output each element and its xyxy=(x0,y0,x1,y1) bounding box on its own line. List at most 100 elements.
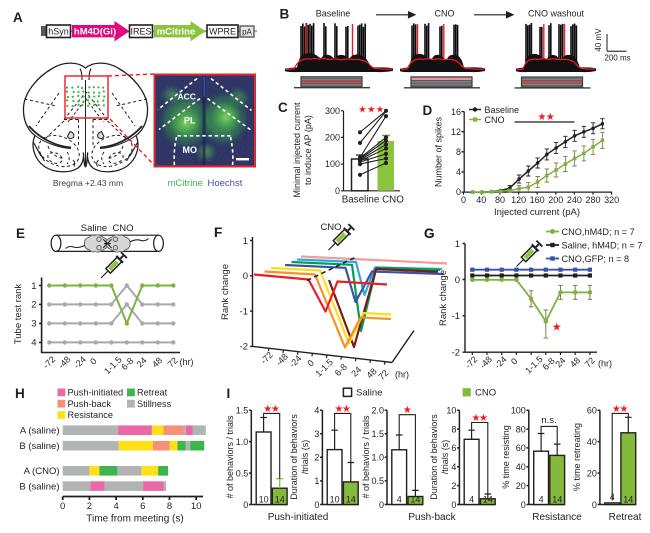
svg-text:20: 20 xyxy=(587,468,597,478)
svg-text:0: 0 xyxy=(521,500,526,510)
svg-text:4: 4 xyxy=(539,495,544,505)
svg-text:2: 2 xyxy=(31,300,36,311)
svg-text:CNO: CNO xyxy=(435,9,455,19)
svg-text:Retreat: Retreat xyxy=(609,512,642,523)
svg-text:★★: ★★ xyxy=(613,404,630,414)
svg-text:14: 14 xyxy=(410,495,420,505)
svg-text:Saline: Saline xyxy=(81,223,107,234)
svg-text:-1: -1 xyxy=(240,306,248,317)
svg-text:14: 14 xyxy=(552,495,562,505)
svg-text:I: I xyxy=(227,386,231,401)
svg-text:Resistance: Resistance xyxy=(68,410,113,420)
svg-text:0: 0 xyxy=(451,500,456,510)
svg-text:100: 100 xyxy=(325,159,340,169)
svg-text:0: 0 xyxy=(455,275,460,286)
svg-text:-2: -2 xyxy=(452,348,460,359)
svg-text:6: 6 xyxy=(451,443,456,453)
svg-text:2.0: 2.0 xyxy=(371,406,384,416)
svg-text:B (saline): B (saline) xyxy=(19,482,59,493)
svg-text:Stillness: Stillness xyxy=(137,399,172,409)
svg-text:E: E xyxy=(16,226,25,241)
svg-text:Time from meeting (s): Time from meeting (s) xyxy=(86,514,183,525)
svg-text:2: 2 xyxy=(314,453,319,463)
svg-text:0: 0 xyxy=(60,501,65,512)
svg-text:★★: ★★ xyxy=(538,112,555,122)
svg-text:0: 0 xyxy=(243,500,248,510)
svg-text:★: ★ xyxy=(403,405,412,415)
svg-text:MO: MO xyxy=(183,145,198,155)
svg-text:14: 14 xyxy=(275,495,285,505)
svg-text:6: 6 xyxy=(140,501,145,512)
svg-text:3: 3 xyxy=(314,429,319,439)
svg-text:0: 0 xyxy=(592,500,597,510)
svg-text:1: 1 xyxy=(243,236,248,247)
svg-text:-2: -2 xyxy=(240,342,248,353)
svg-text:14: 14 xyxy=(346,495,356,505)
svg-text:4: 4 xyxy=(451,462,456,472)
svg-text:Rank change: Rank change xyxy=(438,270,449,326)
svg-text:D: D xyxy=(423,103,433,118)
svg-text:Number of spikes: Number of spikes xyxy=(434,116,444,187)
svg-text:Push-back: Push-back xyxy=(408,512,456,523)
svg-text:8: 8 xyxy=(167,501,172,512)
svg-text:(hr): (hr) xyxy=(180,357,194,367)
svg-text:3: 3 xyxy=(31,319,36,330)
svg-text:280: 280 xyxy=(585,195,600,205)
svg-text:14: 14 xyxy=(623,495,633,505)
svg-text:C: C xyxy=(278,100,288,115)
svg-text:200: 200 xyxy=(325,133,340,143)
svg-text:1: 1 xyxy=(455,239,460,250)
svg-text:Retreat: Retreat xyxy=(137,388,168,398)
svg-text:0.5: 0.5 xyxy=(371,476,384,486)
svg-text:Rank change: Rank change xyxy=(220,264,231,320)
svg-text:Hoechst: Hoechst xyxy=(208,178,243,189)
svg-text:160: 160 xyxy=(530,195,545,205)
svg-text:★★★: ★★★ xyxy=(359,105,385,114)
svg-text:200: 200 xyxy=(548,195,563,205)
svg-text:IRES: IRES xyxy=(130,27,151,37)
svg-text:% time retreating: % time retreating xyxy=(572,423,582,491)
svg-text:4: 4 xyxy=(31,338,36,349)
svg-text:4: 4 xyxy=(397,495,402,505)
svg-text:★★: ★★ xyxy=(472,413,489,423)
svg-text:4: 4 xyxy=(610,492,615,502)
svg-text:mCitrine: mCitrine xyxy=(157,27,196,38)
svg-text:8: 8 xyxy=(451,424,456,434)
svg-text:mCitrine: mCitrine xyxy=(168,178,203,189)
svg-text:H: H xyxy=(15,386,25,401)
svg-text:hM4D(Gi): hM4D(Gi) xyxy=(74,27,116,38)
svg-text:A (CNO): A (CNO) xyxy=(24,466,60,477)
svg-text:4: 4 xyxy=(469,495,474,505)
svg-text:F: F xyxy=(214,225,222,240)
svg-text:40 mV: 40 mV xyxy=(594,28,603,52)
svg-text:★: ★ xyxy=(553,322,562,333)
svg-text:0: 0 xyxy=(314,500,319,510)
svg-text:PL: PL xyxy=(184,116,196,126)
svg-text:Saline: Saline xyxy=(356,388,382,399)
svg-text:300: 300 xyxy=(325,106,340,116)
svg-text:1.5: 1.5 xyxy=(371,429,384,439)
svg-text:A (saline): A (saline) xyxy=(20,426,60,437)
svg-text:8: 8 xyxy=(456,147,461,157)
svg-text:0: 0 xyxy=(461,195,466,205)
svg-text:pA: pA xyxy=(242,28,252,37)
svg-text:B (saline): B (saline) xyxy=(19,441,59,452)
svg-text:320: 320 xyxy=(604,195,619,205)
svg-text:(hr): (hr) xyxy=(598,359,612,369)
svg-text:CNO: CNO xyxy=(382,195,404,206)
svg-text:10: 10 xyxy=(330,495,340,505)
svg-text:Saline, hM4D; n = 7: Saline, hM4D; n = 7 xyxy=(562,241,643,251)
svg-text:Push-initiated: Push-initiated xyxy=(68,388,124,398)
svg-text:40: 40 xyxy=(587,437,597,447)
svg-text:Push-back: Push-back xyxy=(68,399,112,409)
svg-text:80: 80 xyxy=(516,424,526,434)
svg-text:0: 0 xyxy=(456,187,461,197)
svg-text:/trials (s): /trials (s) xyxy=(300,440,310,475)
svg-text:0.5: 0.5 xyxy=(236,468,249,478)
svg-text:CNO: CNO xyxy=(475,388,496,399)
svg-text:2: 2 xyxy=(451,481,456,491)
svg-text:240: 240 xyxy=(567,195,582,205)
svg-text:Duration of behaviors: Duration of behaviors xyxy=(429,414,439,500)
svg-text:Duration of behaviors: Duration of behaviors xyxy=(289,414,299,500)
svg-text:100: 100 xyxy=(511,406,526,416)
